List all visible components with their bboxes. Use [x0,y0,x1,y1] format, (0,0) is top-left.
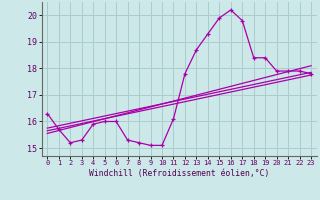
X-axis label: Windchill (Refroidissement éolien,°C): Windchill (Refroidissement éolien,°C) [89,169,269,178]
